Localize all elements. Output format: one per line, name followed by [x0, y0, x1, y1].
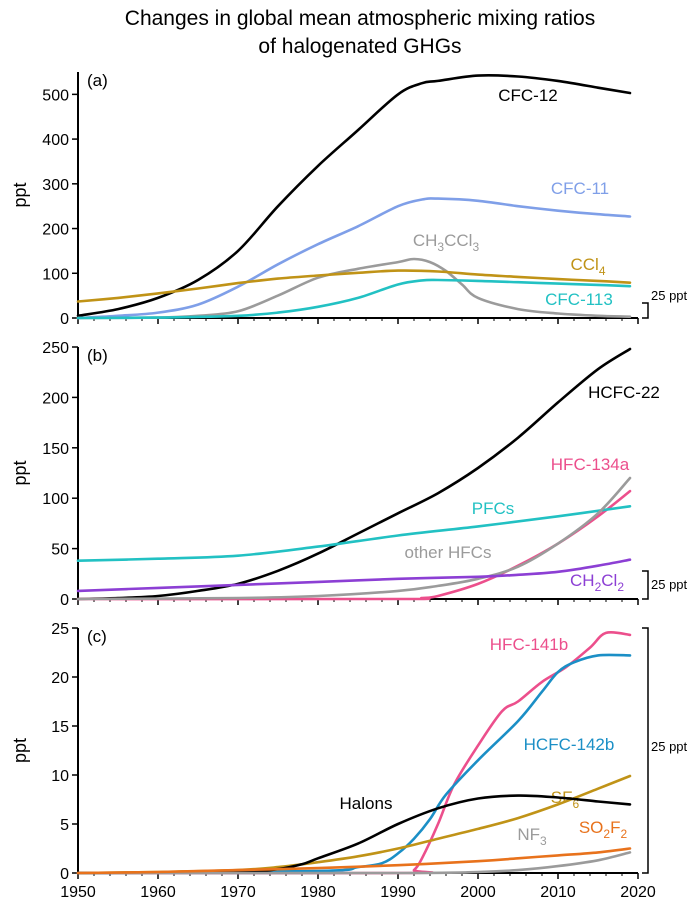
- y-axis-label: ppt: [10, 738, 30, 763]
- scale-bar: [642, 570, 649, 600]
- series-line-hfc-134a: [76, 489, 632, 601]
- series-label: HCFC-142b: [524, 735, 615, 754]
- y-tick-label: 400: [42, 132, 69, 149]
- series-label: Halons: [340, 794, 393, 813]
- x-tick-label: 1980: [300, 884, 336, 901]
- x-tick-label: 2010: [540, 884, 576, 901]
- panel-0: 0 100 200 300 400 500 ppt (a) CFC-12 CFC-11 CH3CCl…: [10, 71, 688, 328]
- y-tick-label: 20: [51, 670, 69, 687]
- panel-label: (c): [87, 627, 107, 646]
- scale-bar-label: 25 ppt: [651, 577, 688, 592]
- series-line-ccl4: [76, 269, 632, 303]
- series-line-hcfc-22: [76, 347, 632, 601]
- panel-1: 0 50 100 150 200 250 ppt (b) HCFC-22 HFC-134a PFCs…: [10, 340, 688, 609]
- series-line-ch2cl2: [76, 558, 632, 593]
- series-line-so2f2: [76, 847, 632, 875]
- figure-title-line2: of halogenated GHGs: [258, 35, 461, 58]
- series-line-hcfc-142b: [76, 653, 632, 875]
- x-tick-label: 1970: [220, 884, 256, 901]
- series-label: NF3: [517, 825, 547, 848]
- y-tick-label: 150: [42, 441, 69, 458]
- x-tick-label: 2020: [620, 884, 656, 901]
- y-tick-label: 10: [51, 768, 69, 785]
- series-label: CH2Cl2: [570, 571, 624, 594]
- y-tick-label: 250: [42, 340, 69, 357]
- y-tick-label: 0: [60, 592, 69, 609]
- series-line-other-hfcs: [76, 476, 632, 601]
- panel-2: 0 5 10 15 20 25 1950 1960 1970 1980 1990 2000 2010 20…: [10, 621, 688, 901]
- scale-bar: [642, 302, 649, 319]
- panels: 0100200300400500ppt(a)CFC-12CFC-11CH3CCl…: [10, 71, 688, 901]
- y-tick-label: 0: [60, 311, 69, 328]
- y-tick-label: 50: [51, 542, 69, 559]
- y-tick-label: 200: [42, 222, 69, 239]
- series-label: other HFCs: [405, 543, 492, 562]
- scale-bar: [642, 627, 649, 874]
- figure-title-line1: Changes in global mean atmospheric mixin…: [125, 7, 595, 30]
- x-tick-label: 1990: [380, 884, 416, 901]
- series-line-ch3ccl3: [76, 257, 632, 320]
- series-label: HCFC-22: [588, 383, 660, 402]
- y-tick-label: 100: [42, 491, 69, 508]
- y-axis-label: ppt: [10, 460, 30, 485]
- series-label: CH3CCl3: [413, 231, 480, 254]
- y-tick-label: 500: [42, 87, 69, 104]
- x-tick-label: 1950: [60, 884, 96, 901]
- series-label: HFC-141b: [490, 635, 568, 654]
- series-line-pfcs: [76, 505, 632, 562]
- series-line-nf3: [76, 851, 632, 875]
- series-label: CCl4: [570, 255, 605, 278]
- y-tick-label: 100: [42, 266, 69, 283]
- series-line-cfc-11: [76, 197, 632, 320]
- y-tick-label: 25: [51, 621, 69, 638]
- series-line-sf6: [76, 774, 632, 875]
- y-tick-label: 15: [51, 719, 69, 736]
- panel-label: (b): [87, 346, 108, 365]
- scale-bar-label: 25 ppt: [651, 739, 688, 754]
- series-label: SO2F2: [579, 818, 628, 841]
- x-tick-label: 2000: [460, 884, 496, 901]
- scale-bar-label: 25 ppt: [651, 288, 688, 303]
- y-tick-label: 200: [42, 390, 69, 407]
- y-tick-label: 5: [60, 817, 69, 834]
- panel-label: (a): [87, 71, 108, 90]
- y-tick-label: 0: [60, 866, 69, 883]
- series-label: PFCs: [472, 499, 515, 518]
- series-line-cfc-113: [76, 278, 632, 320]
- series-label: CFC-113: [545, 290, 613, 309]
- series-label: CFC-12: [498, 86, 558, 105]
- series-label: CFC-11: [551, 179, 609, 198]
- series-label: HFC-134a: [551, 455, 630, 474]
- y-axis-label: ppt: [10, 182, 30, 207]
- x-tick-label: 1960: [140, 884, 176, 901]
- y-tick-label: 300: [42, 177, 69, 194]
